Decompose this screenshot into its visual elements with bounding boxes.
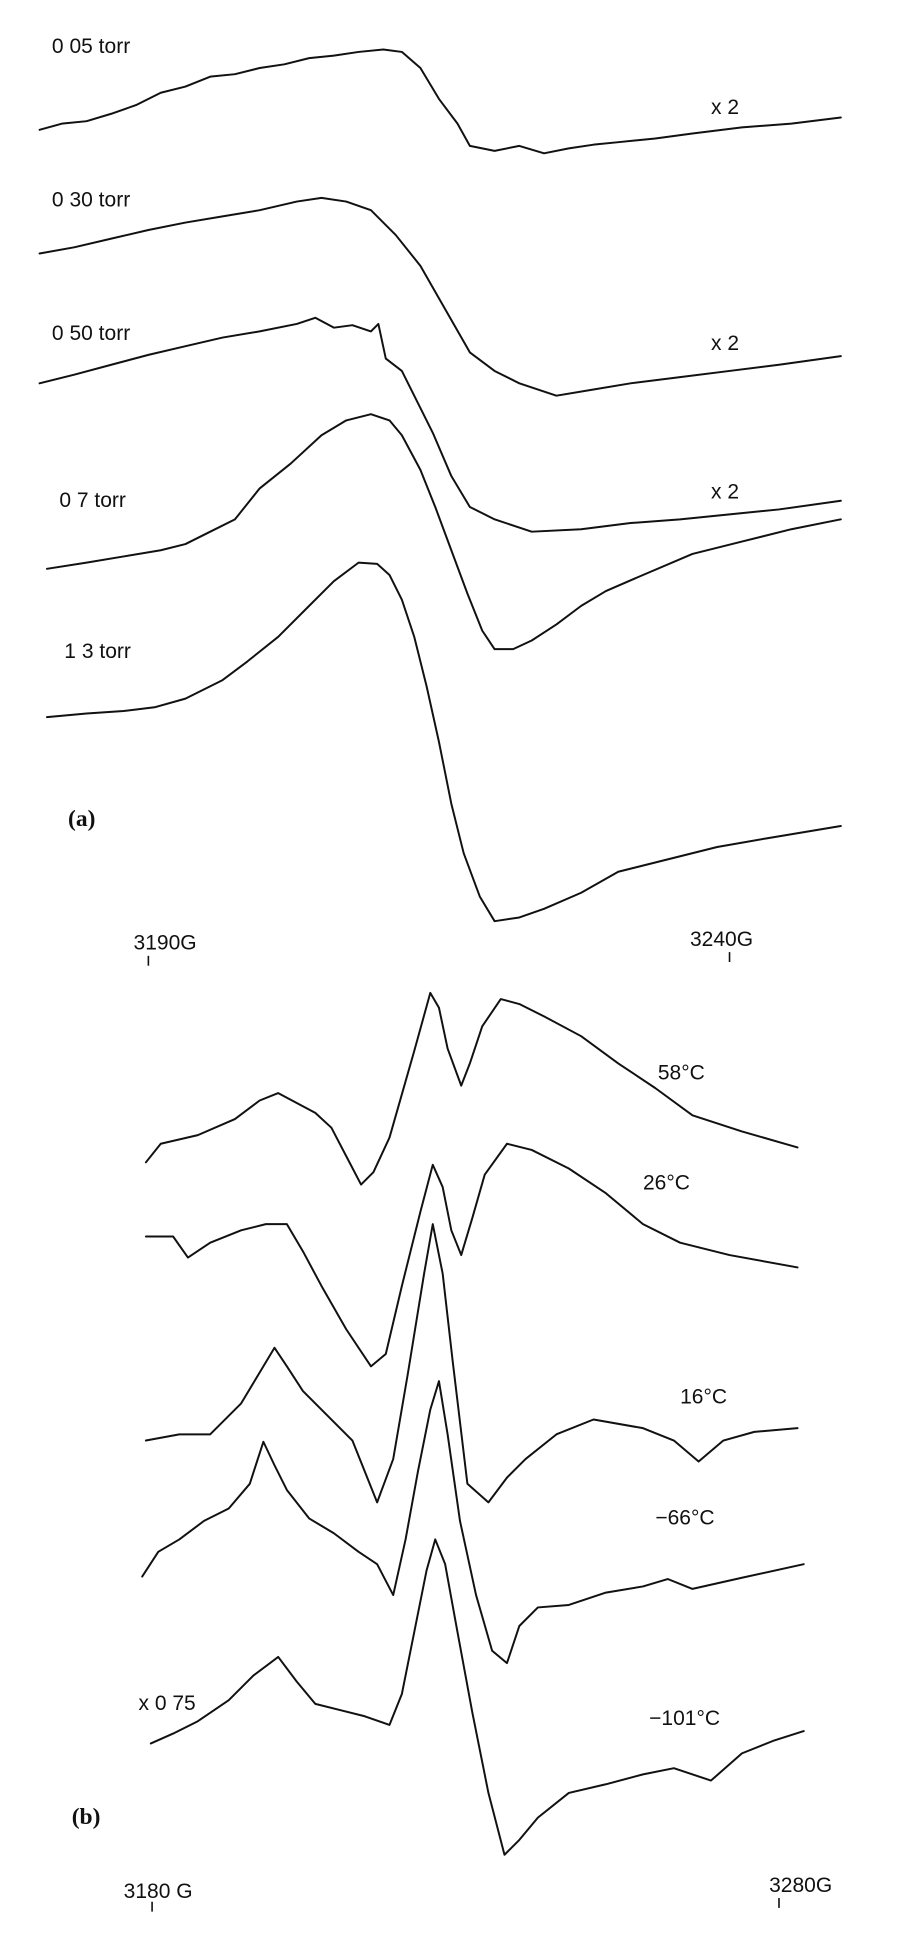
spectrum-trace <box>38 316 842 533</box>
spectrum-trace <box>149 1538 805 1856</box>
panel-label: (a) <box>68 806 95 832</box>
trace-label: 0 50 torr <box>52 322 130 345</box>
trace-label: 0 05 torr <box>52 35 130 58</box>
axis-label: 3280G <box>769 1874 832 1897</box>
trace-label: 0 30 torr <box>52 188 130 211</box>
spectrum-trace <box>45 561 842 923</box>
trace-label: 58°C <box>658 1061 705 1084</box>
spectrum-trace <box>38 196 842 397</box>
trace-label: 16°C <box>680 1385 727 1408</box>
trace-label: 0 7 torr <box>59 489 126 512</box>
spectrum-trace <box>45 413 842 651</box>
trace-label: 1 3 torr <box>64 640 131 663</box>
gain-label: x 2 <box>711 96 739 119</box>
gain-label: x 2 <box>711 332 739 355</box>
trace-label: −101°C <box>649 1707 720 1730</box>
spectrum-trace <box>38 48 842 155</box>
spectrum-trace <box>144 991 799 1186</box>
trace-label: 26°C <box>643 1172 690 1195</box>
panel-label: (b) <box>72 1804 101 1830</box>
axis-label: 3240G <box>690 928 753 951</box>
spectrum-trace <box>141 1380 805 1665</box>
spectrum-trace <box>144 1142 799 1368</box>
gain-label: x 0 75 <box>138 1692 195 1715</box>
gain-label: x 2 <box>711 480 739 503</box>
spectrum-trace <box>144 1223 799 1504</box>
trace-label: −66°C <box>655 1507 714 1530</box>
axis-label: 3180 G <box>124 1880 193 1903</box>
axis-label: 3190G <box>134 932 197 955</box>
